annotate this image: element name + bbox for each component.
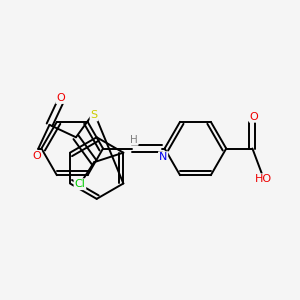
- Text: HO: HO: [255, 174, 272, 184]
- Text: N: N: [159, 152, 167, 162]
- Text: S: S: [91, 110, 98, 120]
- Text: Cl: Cl: [74, 179, 86, 189]
- Text: O: O: [56, 93, 65, 103]
- Text: H: H: [130, 135, 138, 145]
- Text: O: O: [250, 112, 258, 122]
- Text: O: O: [32, 151, 41, 161]
